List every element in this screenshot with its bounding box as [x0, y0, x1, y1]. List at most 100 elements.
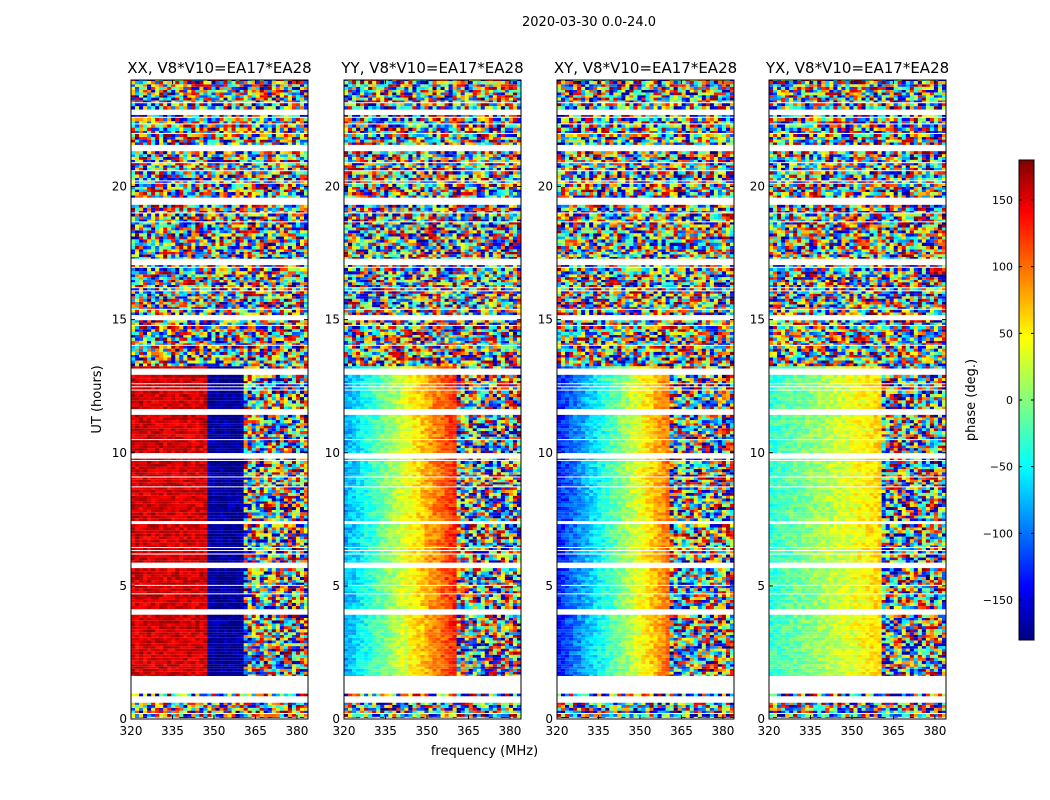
- heatmap-cell: [232, 717, 236, 718]
- heatmap-cell: [131, 640, 135, 643]
- heatmap-cell: [139, 640, 143, 643]
- heatmap-cell: [151, 651, 155, 654]
- heatmap-cell: [179, 632, 183, 635]
- heatmap-cell: [175, 655, 179, 658]
- heatmap-cell: [175, 714, 179, 717]
- heatmap-cell: [288, 672, 292, 675]
- heatmap-cell: [288, 658, 292, 661]
- heatmap-cell: [276, 635, 280, 638]
- heatmap-cell: [183, 661, 187, 664]
- heatmap-cell: [228, 646, 232, 649]
- heatmap-cell: [143, 635, 147, 638]
- heatmap-cell: [244, 629, 248, 632]
- heatmap-cell: [151, 640, 155, 643]
- heatmap-cell: [240, 661, 244, 664]
- figure: 2020-03-30 0.0-24.0 XX, V8*V10=EA17*EA28…: [0, 0, 1050, 800]
- heatmap-cell: [163, 649, 167, 652]
- heatmap-cell: [139, 643, 143, 646]
- heatmap-cell: [131, 717, 135, 718]
- heatmap-cell: [240, 629, 244, 632]
- heatmap-cell: [135, 674, 139, 676]
- heatmap-cell: [260, 649, 264, 652]
- heatmap-cell: [268, 623, 272, 626]
- heatmap-cell: [207, 694, 211, 697]
- heatmap-cell: [292, 632, 296, 635]
- heatmap-cell: [167, 623, 171, 626]
- heatmap-cell: [248, 711, 252, 713]
- heatmap-cell: [244, 623, 248, 626]
- heatmap-cell: [224, 661, 228, 664]
- heatmap-cell: [155, 623, 159, 626]
- heatmap-cell: [252, 661, 256, 664]
- heatmap-cell: [179, 667, 183, 669]
- heatmap-cell: [143, 629, 147, 632]
- heatmap-cell: [292, 694, 296, 697]
- heatmap-cell: [260, 714, 264, 717]
- heatmap-cell: [139, 623, 143, 626]
- heatmap-cell: [147, 669, 151, 672]
- heatmap-cell: [296, 658, 300, 661]
- heatmap-cell: [159, 646, 163, 649]
- heatmap-cell: [272, 655, 276, 658]
- heatmap-cell: [135, 635, 139, 638]
- heatmap-cell: [155, 708, 159, 711]
- heatmap-cell: [143, 651, 147, 654]
- heatmap-cell: [276, 655, 280, 658]
- heatmap-cell: [260, 651, 264, 654]
- heatmap-cell: [248, 623, 252, 626]
- heatmap-cell: [268, 669, 272, 672]
- heatmap-cell: [240, 664, 244, 667]
- heatmap-cell: [131, 703, 135, 705]
- heatmap-cell: [195, 708, 199, 711]
- heatmap-cell: [155, 626, 159, 629]
- heatmap-cell: [244, 705, 248, 708]
- heatmap-cell: [191, 651, 195, 654]
- heatmap-cell: [240, 623, 244, 626]
- heatmap-cell: [147, 646, 151, 649]
- heatmap-cell: [147, 658, 151, 661]
- heatmap-cell: [256, 651, 260, 654]
- heatmap-cell: [167, 703, 171, 705]
- heatmap-cell: [236, 714, 240, 717]
- heatmap-cell: [215, 646, 219, 649]
- heatmap-cell: [151, 620, 155, 623]
- heatmap-cell: [211, 664, 215, 667]
- heatmap-cell: [280, 632, 284, 635]
- heatmap-cell: [167, 669, 171, 672]
- heatmap-cell: [171, 694, 175, 697]
- heatmap-cell: [135, 661, 139, 664]
- heatmap-cell: [260, 643, 264, 646]
- heatmap-cell: [264, 649, 268, 652]
- heatmap-cell: [280, 714, 284, 717]
- heatmap-cell: [203, 669, 207, 672]
- heatmap-cell: [171, 717, 175, 718]
- heatmap-cell: [300, 694, 304, 697]
- heatmap-cell: [300, 632, 304, 635]
- heatmap-cell: [288, 703, 292, 705]
- heatmap-cell: [179, 705, 183, 708]
- heatmap-cell: [284, 714, 288, 717]
- heatmap-cell: [135, 646, 139, 649]
- heatmap-cell: [199, 717, 203, 718]
- heatmap-cell: [195, 626, 199, 629]
- heatmap-cell: [284, 629, 288, 632]
- heatmap-cell: [151, 655, 155, 658]
- heatmap-cell: [183, 694, 187, 697]
- heatmap-cell: [224, 635, 228, 638]
- heatmap-cell: [300, 638, 304, 641]
- heatmap-cell: [143, 655, 147, 658]
- heatmap-cell: [171, 655, 175, 658]
- heatmap-cell: [147, 623, 151, 626]
- heatmap-cell: [131, 711, 135, 713]
- heatmap-cell: [131, 667, 135, 669]
- heatmap-cell: [207, 708, 211, 711]
- heatmap-cell: [296, 635, 300, 638]
- heatmap-cell: [147, 694, 151, 697]
- heatmap-cell: [280, 664, 284, 667]
- heatmap-cell: [155, 655, 159, 658]
- heatmap-cell: [288, 626, 292, 629]
- heatmap-cell: [199, 674, 203, 676]
- heatmap-cell: [252, 703, 256, 705]
- heatmap-cell: [147, 703, 151, 705]
- heatmap-cell: [296, 646, 300, 649]
